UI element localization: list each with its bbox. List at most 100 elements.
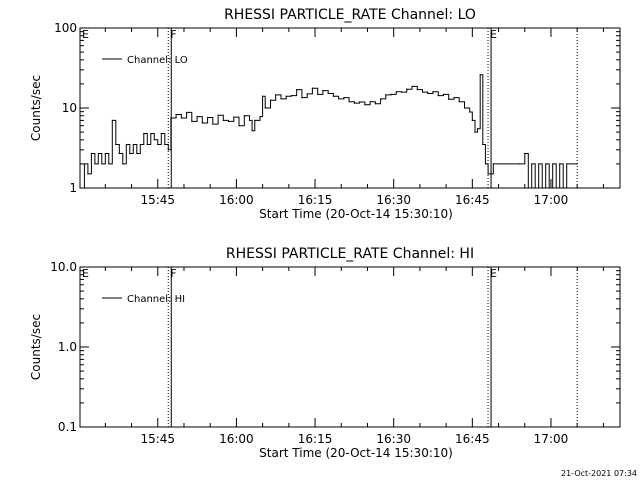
y-tick-label: 10	[62, 101, 77, 115]
data-point	[115, 143, 117, 146]
data-point	[275, 94, 277, 96]
data-point	[243, 115, 245, 117]
data-point	[411, 85, 413, 88]
data-point	[212, 123, 214, 125]
legend-entry: Channel: HI	[127, 294, 185, 305]
data-point	[353, 102, 355, 104]
data-point	[217, 114, 219, 116]
data-point	[227, 120, 230, 122]
data-point	[301, 96, 303, 99]
data-point	[555, 187, 557, 189]
data-point	[167, 149, 169, 151]
x-tick-label: 17:00	[534, 432, 569, 446]
data-point	[442, 93, 445, 95]
data-point	[479, 74, 481, 76]
data-point	[201, 122, 203, 124]
x-tick-label: 15:45	[140, 432, 175, 446]
data-point	[559, 163, 561, 165]
data-point	[338, 98, 340, 100]
data-point	[432, 91, 434, 93]
data-point	[79, 187, 81, 189]
y-axis-label: Counts/sec	[29, 314, 43, 380]
data-point	[437, 94, 439, 97]
chart-panel-hi: RHESSI PARTICLE_RATE Channel: HI 0.1 1.0 10…	[29, 246, 621, 460]
data-point	[476, 128, 479, 130]
y-tick-label: 1.0	[58, 340, 77, 354]
marker-label: F	[170, 267, 176, 280]
data-point	[259, 116, 261, 118]
x-tick-label: 16:15	[298, 193, 333, 207]
data-point	[262, 95, 264, 97]
data-point	[251, 130, 253, 132]
data-point	[264, 107, 266, 109]
data-point	[87, 173, 89, 175]
x-tick-label: 16:30	[376, 193, 411, 207]
data-point	[541, 187, 543, 189]
chart-panel-lo: RHESSI PARTICLE_RATE Channel: LO 1 10 100 Co…	[29, 7, 621, 221]
data-point	[374, 103, 376, 105]
data-point	[524, 152, 526, 155]
data-point	[94, 163, 96, 165]
data-point	[175, 113, 177, 116]
data-point	[466, 107, 468, 109]
y-tick-label: 10.0	[50, 260, 77, 274]
data-point	[406, 88, 408, 90]
data-point	[482, 143, 484, 146]
data-point	[269, 99, 272, 101]
data-point	[566, 163, 568, 165]
marker-label: F	[170, 28, 176, 41]
data-point	[125, 143, 127, 146]
data-point	[458, 101, 460, 103]
data-point	[111, 119, 113, 121]
data-point	[233, 116, 235, 118]
data-point	[191, 120, 193, 122]
data-point	[427, 92, 429, 95]
x-tick-label: 16:30	[376, 432, 411, 446]
data-point	[552, 163, 554, 165]
data-point	[222, 119, 224, 121]
data-point	[487, 173, 489, 175]
data-point	[290, 94, 293, 97]
data-point	[527, 187, 529, 189]
data-point	[531, 163, 533, 165]
data-point	[322, 90, 324, 92]
data-point	[285, 95, 287, 97]
series-line	[80, 74, 578, 189]
data-point	[317, 93, 319, 95]
data-point	[157, 143, 159, 146]
data-point	[143, 132, 145, 135]
data-point	[122, 163, 124, 165]
data-point	[390, 93, 392, 95]
data-point	[497, 163, 500, 165]
legend-entry: Channel: LO	[127, 55, 188, 66]
data-point	[416, 88, 418, 91]
x-axis-label: Start Time (20-Oct-14 15:30:10)	[259, 446, 453, 460]
data-point	[385, 94, 387, 96]
x-tick-label: 16:00	[219, 193, 254, 207]
data-point	[136, 152, 138, 155]
data-point	[492, 163, 494, 165]
data-point	[206, 116, 209, 119]
data-point	[379, 98, 382, 100]
data-point	[327, 92, 329, 95]
footer-timestamp: 21-Oct-2021 07:34	[561, 469, 637, 478]
marker-label: E	[490, 267, 497, 280]
data-point	[153, 139, 155, 141]
data-point	[548, 187, 550, 189]
data-point	[400, 91, 403, 93]
data-point	[508, 163, 510, 165]
data-point	[369, 101, 371, 103]
data-point	[280, 98, 282, 100]
marker-label: E	[82, 28, 89, 41]
data-point	[348, 101, 350, 103]
data-point	[395, 91, 397, 93]
x-tick-label: 16:45	[455, 432, 490, 446]
data-point	[186, 111, 188, 114]
data-point	[576, 163, 578, 165]
data-point	[108, 163, 110, 165]
data-point	[359, 101, 361, 103]
marker-label: E	[82, 267, 89, 280]
data-point	[421, 91, 424, 93]
data-point	[364, 104, 366, 106]
